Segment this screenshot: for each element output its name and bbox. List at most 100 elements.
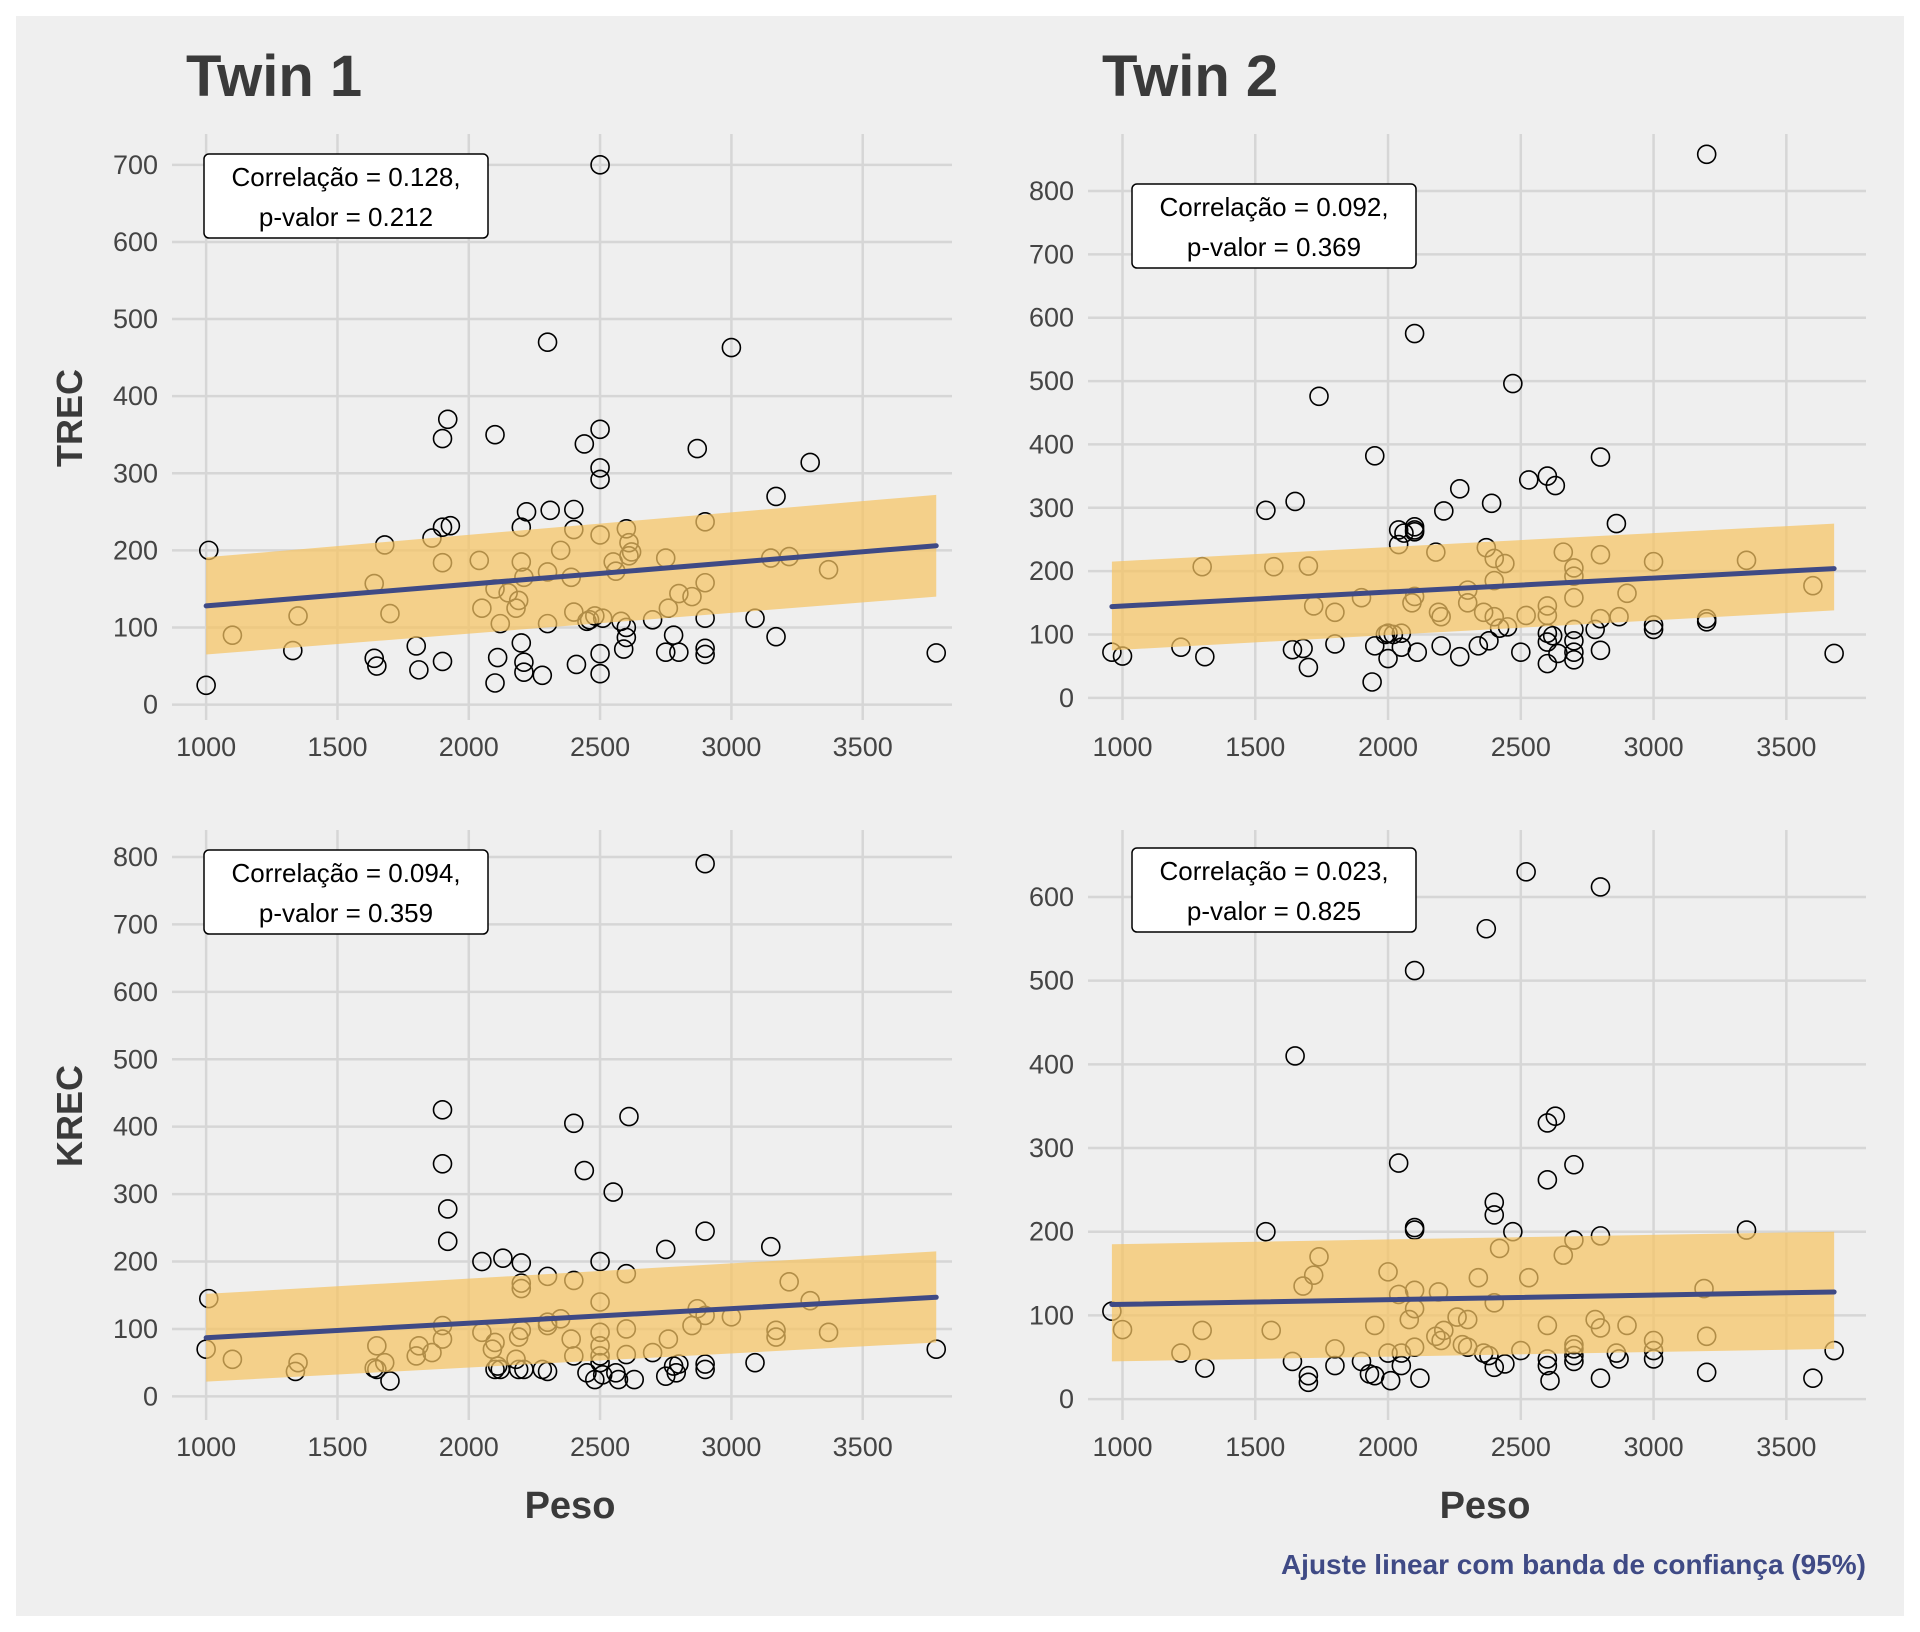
x-axis-label-left: Peso: [525, 1485, 616, 1527]
data-point: [566, 654, 587, 675]
y-tick-label: 300: [1029, 1133, 1074, 1163]
y-tick-label: 600: [1029, 303, 1074, 333]
annotation-frame: [1131, 183, 1417, 269]
x-tick-label: 2500: [570, 1432, 630, 1462]
correlation-label: Correlação = 0.092,: [1159, 192, 1388, 222]
data-point: [666, 1363, 687, 1383]
data-point: [1476, 918, 1497, 939]
y-tick-label: 500: [1029, 366, 1074, 396]
y-tick-label: 400: [1029, 1049, 1074, 1079]
data-point: [437, 1199, 458, 1219]
data-point: [800, 452, 820, 473]
data-point: [1285, 491, 1305, 512]
data-point: [564, 499, 584, 520]
y-tick-label: 500: [1029, 966, 1074, 996]
y-tick-label: 400: [1029, 429, 1074, 459]
data-point: [1511, 642, 1531, 663]
data-point: [695, 1359, 715, 1380]
y-tick-label: 300: [113, 458, 158, 488]
data-point: [440, 515, 461, 536]
data-point: [669, 642, 689, 662]
data-point: [1564, 642, 1584, 663]
data-point: [487, 647, 508, 668]
data-point: [1484, 1205, 1505, 1225]
y-tick-label: 100: [1029, 619, 1074, 649]
data-point: [745, 1352, 765, 1373]
data-point: [766, 486, 786, 507]
data-point: [1484, 1357, 1505, 1378]
data-point: [695, 853, 715, 874]
data-point: [1537, 632, 1558, 652]
data-point: [766, 626, 786, 647]
data-point: [432, 517, 453, 538]
data-point: [1540, 1370, 1560, 1391]
data-point: [1481, 493, 1502, 514]
data-point: [721, 337, 742, 358]
y-tick-label: 100: [113, 1314, 158, 1344]
data-point: [1503, 373, 1523, 394]
data-point: [1388, 1153, 1409, 1173]
y-tick-label: 600: [113, 977, 158, 1007]
x-tick-label: 2500: [1491, 1432, 1551, 1462]
x-tick-label: 1000: [176, 732, 236, 762]
data-point: [432, 651, 453, 672]
data-point: [409, 660, 429, 680]
x-tick-label: 1000: [1092, 1432, 1152, 1462]
data-point: [1484, 1192, 1505, 1213]
x-tick-label: 2000: [439, 1432, 499, 1462]
x-tick-label: 3000: [701, 732, 761, 762]
data-point: [655, 642, 676, 662]
data-point: [432, 428, 453, 449]
data-point: [619, 1106, 639, 1127]
data-point: [196, 675, 216, 696]
data-point: [437, 409, 458, 430]
data-point: [1380, 1370, 1401, 1391]
data-point: [511, 633, 532, 653]
correlation-label: Correlação = 0.023,: [1159, 856, 1388, 886]
data-point: [537, 332, 558, 352]
data-point: [1537, 1355, 1558, 1376]
data-point: [695, 1354, 715, 1374]
data-point: [655, 1239, 676, 1260]
row-label-krec: KREC: [49, 1065, 90, 1167]
data-point: [624, 1369, 645, 1390]
data-point: [1468, 636, 1489, 656]
data-point: [603, 1182, 624, 1202]
data-point: [1590, 640, 1611, 661]
data-point: [1362, 672, 1382, 692]
y-tick-label: 700: [1029, 239, 1074, 269]
y-tick-label: 600: [1029, 882, 1074, 912]
y-tick-label: 500: [113, 304, 158, 334]
y-tick-label: 700: [113, 150, 158, 180]
y-tick-label: 300: [113, 1179, 158, 1209]
x-tick-label: 2500: [1491, 732, 1551, 762]
y-tick-label: 500: [113, 1044, 158, 1074]
data-point: [1643, 619, 1664, 640]
p-value-label: p-valor = 0.212: [259, 202, 433, 232]
annotation-box: Correlação = 0.092, p-valor = 0.369: [1131, 183, 1417, 269]
x-tick-label: 1000: [1092, 732, 1152, 762]
x-tick-label: 1000: [176, 1432, 236, 1462]
y-tick-label: 400: [113, 381, 158, 411]
data-point: [926, 643, 947, 663]
data-point: [1298, 657, 1319, 678]
y-tick-label: 200: [1029, 1217, 1074, 1247]
data-point: [1590, 877, 1611, 897]
data-point: [1394, 523, 1414, 543]
data-point: [1542, 625, 1563, 646]
data-point: [590, 155, 610, 175]
data-point: [1434, 501, 1454, 521]
data-point: [511, 1253, 532, 1273]
data-point: [608, 1369, 629, 1390]
x-tick-label: 1500: [307, 732, 367, 762]
caption: Ajuste linear com banda de confiança (95…: [1281, 1549, 1866, 1580]
x-axis-label-right: Peso: [1440, 1485, 1531, 1527]
data-point: [364, 648, 385, 669]
x-tick-label: 2000: [1358, 1432, 1418, 1462]
y-tick-label: 700: [113, 909, 158, 939]
data-point: [1449, 478, 1470, 499]
data-point: [1516, 862, 1536, 882]
data-point: [760, 1236, 781, 1257]
data-point: [1564, 650, 1584, 670]
